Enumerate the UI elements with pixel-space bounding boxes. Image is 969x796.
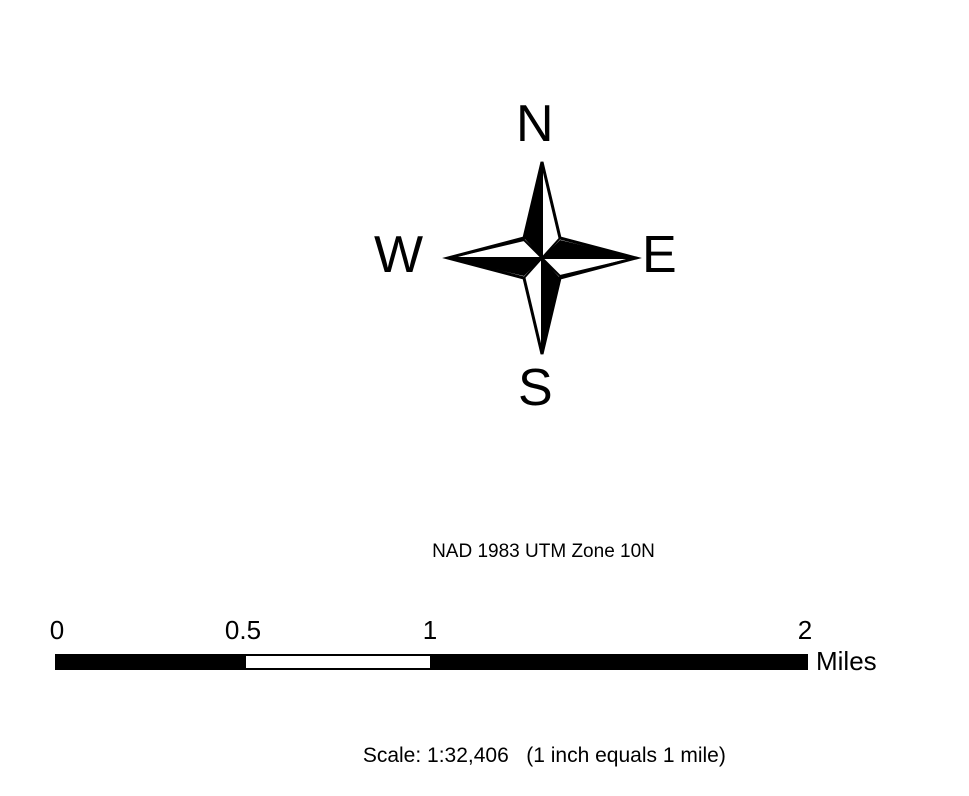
scale-segment-0-0.5	[55, 654, 246, 670]
scale-tick-label-1: 1	[422, 615, 438, 645]
west-label: W	[374, 226, 424, 284]
scale-text-row: Scale: 1:32,406 (1 inch equals 1 mile)	[0, 720, 969, 768]
scale-segment-1-2	[430, 654, 808, 670]
scale-tick-label-0: 0	[49, 615, 65, 645]
scale-unit-label: Miles	[816, 646, 877, 676]
scale-tick-label-0-5: 0.5	[224, 615, 262, 645]
scale-text: Scale: 1:32,406 (1 inch equals 1 mile)	[362, 744, 726, 767]
projection-label-row: NAD 1983 UTM Zone 10N	[0, 541, 969, 563]
compass-rose: N W E S	[370, 90, 700, 420]
scale-tick-label-2: 2	[797, 615, 813, 645]
east-label: E	[642, 226, 677, 284]
scale-bar: 0 0.5 1 2 Miles	[0, 610, 969, 690]
scale-segment-0.5-1	[244, 654, 432, 670]
north-label: N	[516, 95, 554, 153]
south-label: S	[518, 359, 553, 417]
compass-star-icon	[442, 161, 642, 355]
projection-label: NAD 1983 UTM Zone 10N	[432, 541, 655, 562]
